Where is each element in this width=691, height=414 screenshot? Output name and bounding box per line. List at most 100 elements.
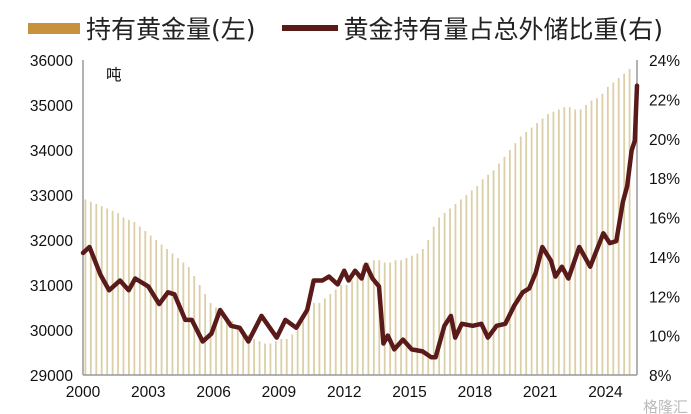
y-left-tick-label: 29000: [30, 368, 73, 385]
bar: [307, 312, 310, 375]
bar: [481, 179, 484, 375]
bar: [285, 339, 288, 375]
y-left-tick-label: 30000: [30, 323, 73, 340]
bar: [209, 303, 212, 375]
y-right-tick-label: 14%: [649, 250, 680, 267]
bar: [405, 258, 408, 375]
bar: [155, 240, 158, 375]
bar: [258, 341, 261, 375]
bar: [411, 255, 413, 375]
legend-item-gold-share: 黄金持有量占总外储比重(右): [281, 10, 664, 46]
bar: [220, 312, 223, 375]
bar: [117, 213, 119, 375]
bar: [460, 199, 462, 375]
bar: [269, 343, 272, 375]
bar: [416, 253, 419, 375]
bar: [362, 264, 364, 375]
y-right-tick-label: 10%: [649, 329, 680, 346]
bar: [596, 98, 598, 375]
bar: [225, 316, 228, 375]
y-right-tick-label: 22%: [649, 92, 680, 109]
legend-label: 黄金持有量占总外储比重(右): [343, 15, 664, 44]
bar: [84, 199, 87, 375]
bar: [296, 330, 299, 375]
bar: [454, 204, 457, 375]
bar: [628, 69, 631, 375]
bar: [476, 186, 479, 375]
bar: [449, 208, 451, 375]
y-left-tick-label: 34000: [30, 143, 73, 160]
bar: [465, 195, 468, 375]
bar: [177, 258, 179, 375]
bar: [432, 226, 435, 375]
y-right-tick-label: 16%: [649, 211, 680, 228]
y-left-tick-label: 32000: [30, 233, 73, 250]
bar: [242, 330, 245, 375]
bar: [274, 341, 277, 375]
bar: [557, 109, 560, 375]
bar: [508, 150, 511, 375]
bar: [536, 123, 538, 375]
bar: [340, 285, 343, 375]
x-tick-label: 2012: [327, 384, 361, 401]
bar: [323, 298, 326, 375]
bar: [313, 303, 315, 375]
x-tick-label: 2015: [392, 384, 426, 401]
legend-swatch-bar: [27, 22, 80, 34]
bar: [367, 262, 370, 375]
bar: [421, 249, 424, 375]
bar: [552, 111, 555, 375]
bar: [334, 289, 337, 375]
bar: [231, 321, 234, 375]
chart-legend: 持有黄金量(左) 黄金持有量占总外储比重(右): [0, 8, 691, 48]
bar: [383, 262, 386, 375]
y-left-tick-label: 31000: [30, 278, 73, 295]
x-tick-label: 2006: [196, 384, 230, 401]
y-left-tick-label: 35000: [30, 98, 73, 115]
bar: [503, 156, 506, 375]
bar: [585, 105, 587, 375]
legend-swatch-line: [281, 25, 338, 31]
bar: [329, 294, 332, 375]
bar: [590, 100, 593, 375]
bar: [198, 285, 201, 375]
bar: [111, 210, 114, 375]
bar: [574, 109, 577, 375]
bar: [612, 82, 615, 375]
bar: [106, 208, 109, 375]
bar: [291, 334, 294, 375]
bar: [372, 260, 375, 375]
bar: [530, 127, 533, 375]
bar: [215, 307, 217, 375]
bar: [128, 219, 130, 375]
bar: [166, 249, 168, 375]
bar: [394, 260, 397, 375]
legend-label: 持有黄金量(左): [85, 15, 256, 44]
bar: [171, 253, 174, 375]
legend-item-gold-holdings: 持有黄金量(左): [27, 10, 256, 46]
bar: [498, 163, 500, 375]
bar: [514, 143, 517, 375]
x-tick-label: 2021: [523, 384, 557, 401]
bar: [318, 303, 321, 375]
bar: [351, 280, 353, 375]
bar: [160, 244, 163, 375]
bar: [427, 240, 430, 375]
bar: [264, 343, 266, 375]
bar: [204, 294, 207, 375]
bar: [579, 109, 582, 375]
bar: [492, 170, 495, 375]
bar: [487, 174, 490, 375]
y-right-tick-label: 20%: [649, 132, 680, 149]
bar: [144, 231, 147, 375]
x-tick-label: 2009: [262, 384, 296, 401]
bar: [443, 213, 446, 375]
bar: [138, 226, 141, 375]
y-right-tick-label: 24%: [649, 53, 680, 70]
bar: [606, 87, 609, 375]
bar: [519, 136, 522, 375]
bar: [236, 325, 239, 375]
bar: [100, 206, 103, 375]
bar: [122, 217, 125, 375]
